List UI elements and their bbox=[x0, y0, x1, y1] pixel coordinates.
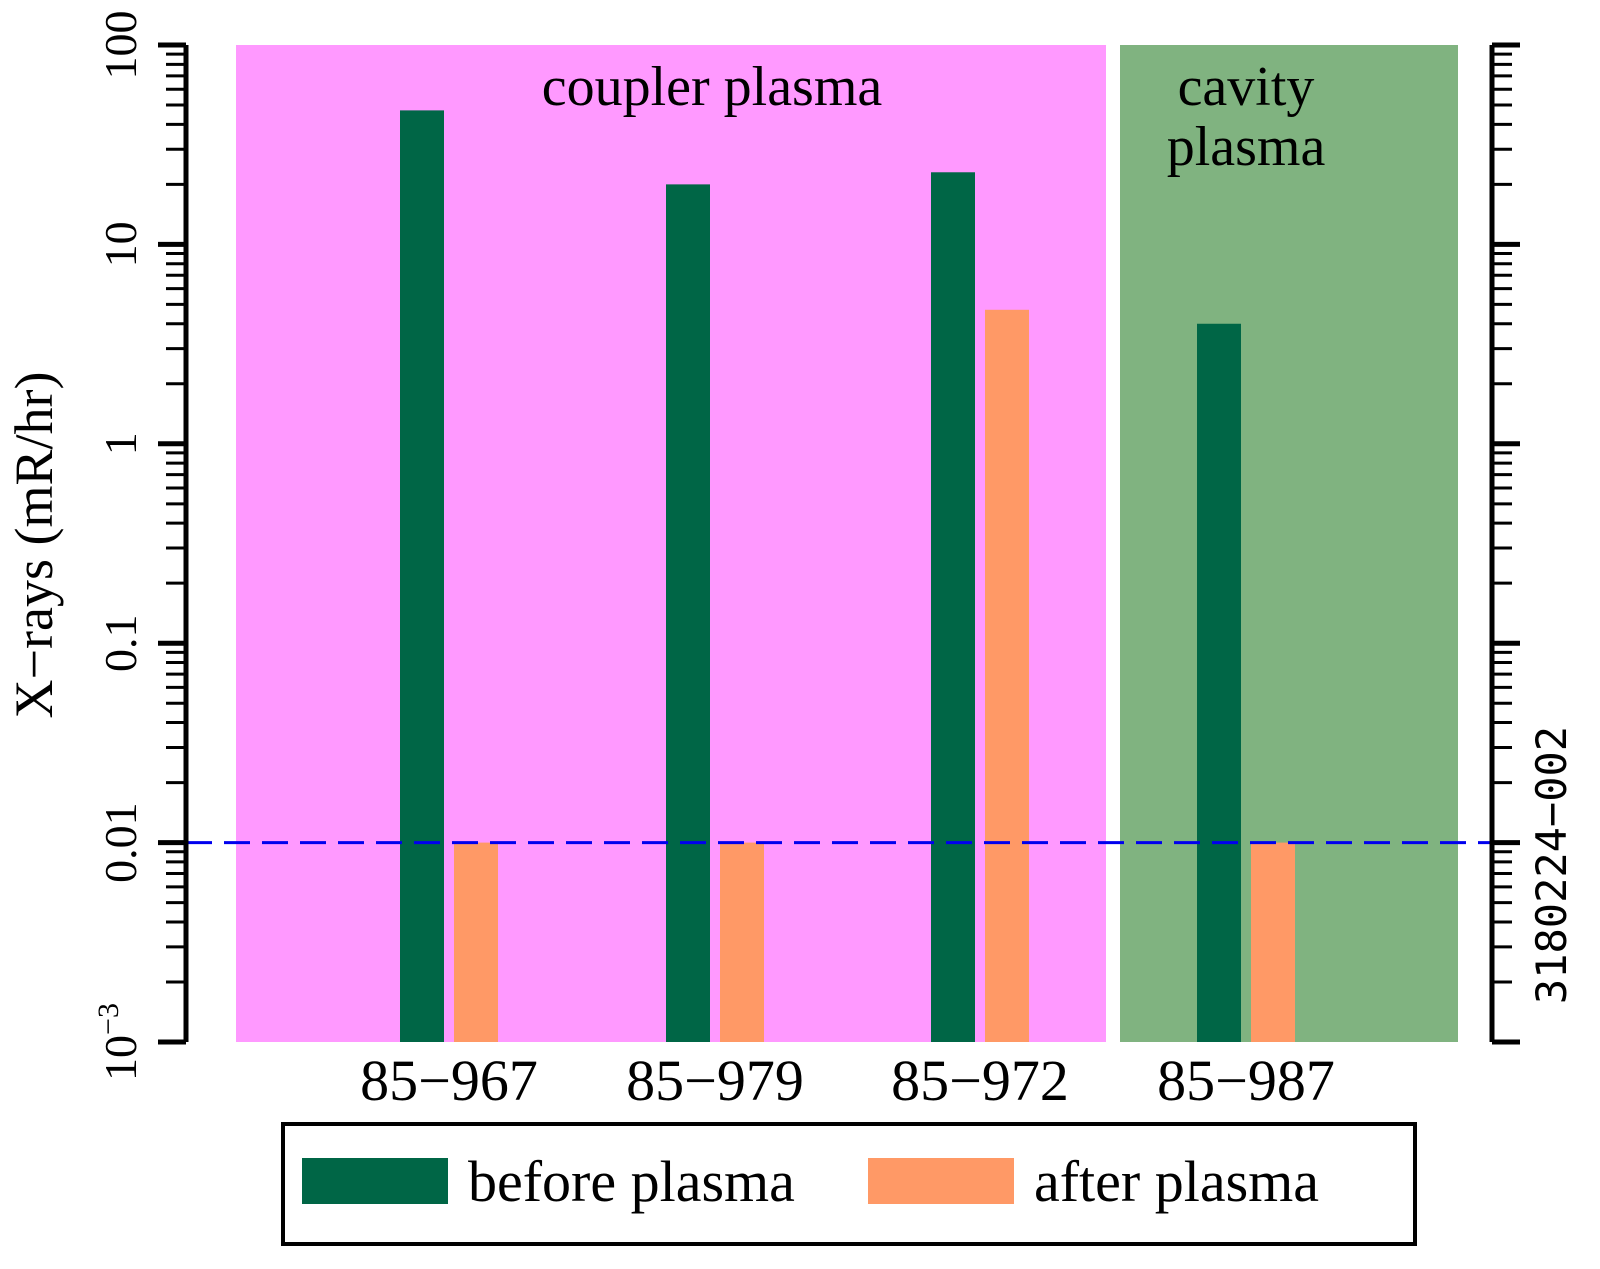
region-label-line: plasma bbox=[1167, 116, 1326, 178]
bar-after-1 bbox=[720, 842, 764, 1042]
x-tick-label: 85−987 bbox=[1157, 1048, 1335, 1113]
x-tick-label: 85−979 bbox=[626, 1048, 804, 1113]
region-label-line: coupler plasma bbox=[542, 56, 883, 118]
y-axis-label: X−rays (mR/hr) bbox=[4, 372, 64, 719]
y-tick-label: 10 bbox=[95, 221, 146, 267]
legend-box bbox=[281, 1122, 1417, 1246]
y-tick-label: 100 bbox=[95, 11, 146, 80]
region-labels: coupler plasma cavity plasma bbox=[542, 56, 1326, 178]
x-tick-label: 85−967 bbox=[360, 1048, 538, 1113]
y-axis-left bbox=[158, 42, 189, 1045]
y-tick-label: 1 bbox=[95, 432, 146, 455]
bar-before-3 bbox=[1197, 323, 1241, 1042]
y-tick-label-base: 0.1 bbox=[95, 614, 146, 672]
region-label: cavity plasma bbox=[1167, 56, 1326, 178]
bars bbox=[400, 110, 1295, 1043]
legend-swatch bbox=[302, 1158, 448, 1204]
figure-id-label: 3180224−002 bbox=[1527, 726, 1576, 1004]
y-tick-label-base: 0.01 bbox=[95, 802, 146, 883]
bar-before-0 bbox=[400, 110, 444, 1043]
bar-before-2 bbox=[931, 172, 975, 1042]
bar-after-2 bbox=[985, 309, 1029, 1042]
y-tick-label-base: 10 bbox=[95, 1035, 146, 1081]
bar-after-3 bbox=[1251, 842, 1295, 1042]
legend-label: before plasma bbox=[468, 1149, 795, 1214]
legend-label: after plasma bbox=[1034, 1149, 1319, 1214]
y-tick-label-base: 100 bbox=[95, 11, 146, 80]
y-tick-label: 0.1 bbox=[95, 614, 146, 672]
region-label: coupler plasma bbox=[542, 56, 883, 118]
y-tick-label-base: 1 bbox=[95, 432, 146, 455]
region-label-line: cavity bbox=[1178, 56, 1315, 118]
y-tick-label-base: 10 bbox=[95, 221, 146, 267]
bar-before-1 bbox=[666, 184, 710, 1042]
y-axis-right bbox=[1489, 42, 1520, 1045]
bar-after-0 bbox=[454, 842, 498, 1042]
y-tick-label: 0.01 bbox=[95, 802, 146, 883]
x-tick-label: 85−972 bbox=[891, 1048, 1069, 1113]
y-tick-label-exponent: −3 bbox=[92, 1003, 125, 1035]
x-tick-labels: 85−967 85−979 85−972 85−987 bbox=[360, 1048, 1335, 1113]
legend: before plasma after plasma bbox=[281, 1122, 1417, 1246]
y-tick-label: 10−3 bbox=[92, 1003, 146, 1081]
legend-swatch bbox=[868, 1158, 1014, 1204]
